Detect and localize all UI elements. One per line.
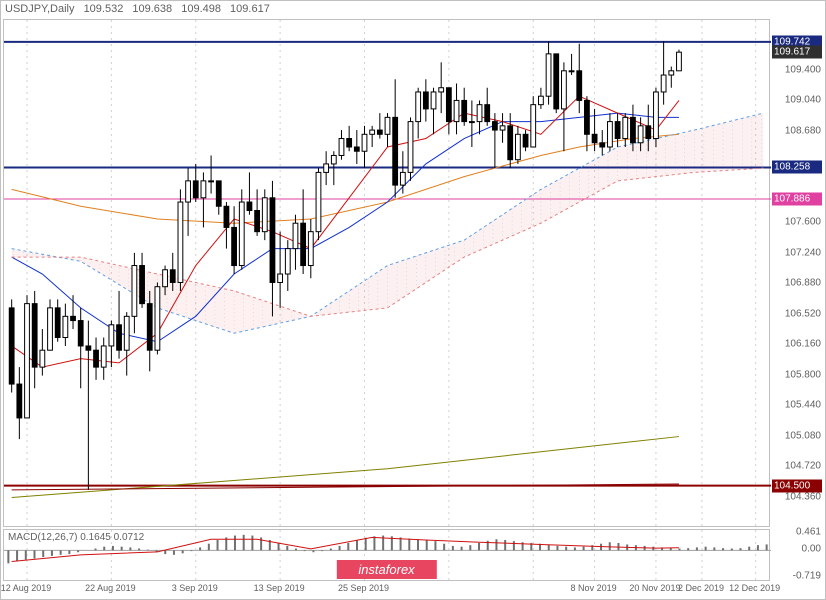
price-level-label: 107.886 xyxy=(772,192,822,205)
x-tick-label: 12 Aug 2019 xyxy=(1,583,52,593)
macd-header: MACD(12,26,7) 0.1645 0.0712 xyxy=(8,532,144,543)
x-tick-label: 25 Sep 2019 xyxy=(338,583,389,593)
y-tick-label: 104.360 xyxy=(785,491,821,502)
y-tick-label: 109.400 xyxy=(785,64,821,75)
chart-header: USDJPY,Daily 109.532 109.638 109.498 109… xyxy=(5,3,276,15)
price-level-label: 108.258 xyxy=(772,161,822,174)
x-tick-label: 13 Sep 2019 xyxy=(254,583,305,593)
y-tick-label: 107.240 xyxy=(785,247,821,258)
ohlc-l: 109.498 xyxy=(181,3,221,15)
x-tick-label: 12 Dec 2019 xyxy=(729,583,780,593)
x-axis: 12 Aug 2019 22 Aug 2019 3 Sep 2019 13 Sep 2… xyxy=(3,583,770,597)
price-chart[interactable]: 109.742108.258107.886104.500109.617 xyxy=(3,19,770,527)
macd-y-tick: 0.461 xyxy=(796,527,821,538)
current-price-label: 109.617 xyxy=(772,46,822,59)
y-tick-label: 107.600 xyxy=(785,217,821,228)
price-level-label: 104.500 xyxy=(772,479,822,492)
ohlc-h: 109.638 xyxy=(132,3,172,15)
macd-v1: 0.1645 xyxy=(80,532,111,543)
y-tick-label: 105.080 xyxy=(785,430,821,441)
y-tick-label: 105.800 xyxy=(785,369,821,380)
y-tick-label: 105.440 xyxy=(785,400,821,411)
y-tick-label: 106.520 xyxy=(785,308,821,319)
chart-container: USDJPY,Daily 109.532 109.638 109.498 109… xyxy=(0,0,826,600)
ohlc-o: 109.532 xyxy=(84,3,124,15)
x-tick-label: 8 Nov 2019 xyxy=(571,583,617,593)
ohlc-c: 109.617 xyxy=(230,3,270,15)
macd-panel[interactable]: MACD(12,26,7) 0.1645 0.0712 instaforex xyxy=(3,529,770,581)
watermark: instaforex xyxy=(336,560,436,579)
y-tick-label: 106.880 xyxy=(785,278,821,289)
x-tick-label: 2 Dec 2019 xyxy=(678,583,724,593)
x-tick-label: 20 Nov 2019 xyxy=(629,583,680,593)
y-tick-label: 106.160 xyxy=(785,339,821,350)
macd-y-tick: 0.00 xyxy=(802,544,821,555)
macd-y-axis: 0.461 0.00 -0.719 xyxy=(771,529,823,581)
macd-v2: 0.0712 xyxy=(114,532,145,543)
y-tick-label: 104.720 xyxy=(785,461,821,472)
macd-label: MACD(12,26,7) xyxy=(8,532,77,543)
macd-y-tick: -0.719 xyxy=(793,571,821,582)
y-tick-label: 109.040 xyxy=(785,95,821,106)
price-svg xyxy=(4,20,771,528)
x-tick-label: 22 Aug 2019 xyxy=(85,583,136,593)
y-tick-label: 108.680 xyxy=(785,125,821,136)
x-tick-label: 3 Sep 2019 xyxy=(172,583,218,593)
price-y-axis: 109.400 109.040 108.680 107.600 107.240 106.8… xyxy=(771,19,823,527)
symbol-label: USDJPY,Daily xyxy=(5,3,75,15)
